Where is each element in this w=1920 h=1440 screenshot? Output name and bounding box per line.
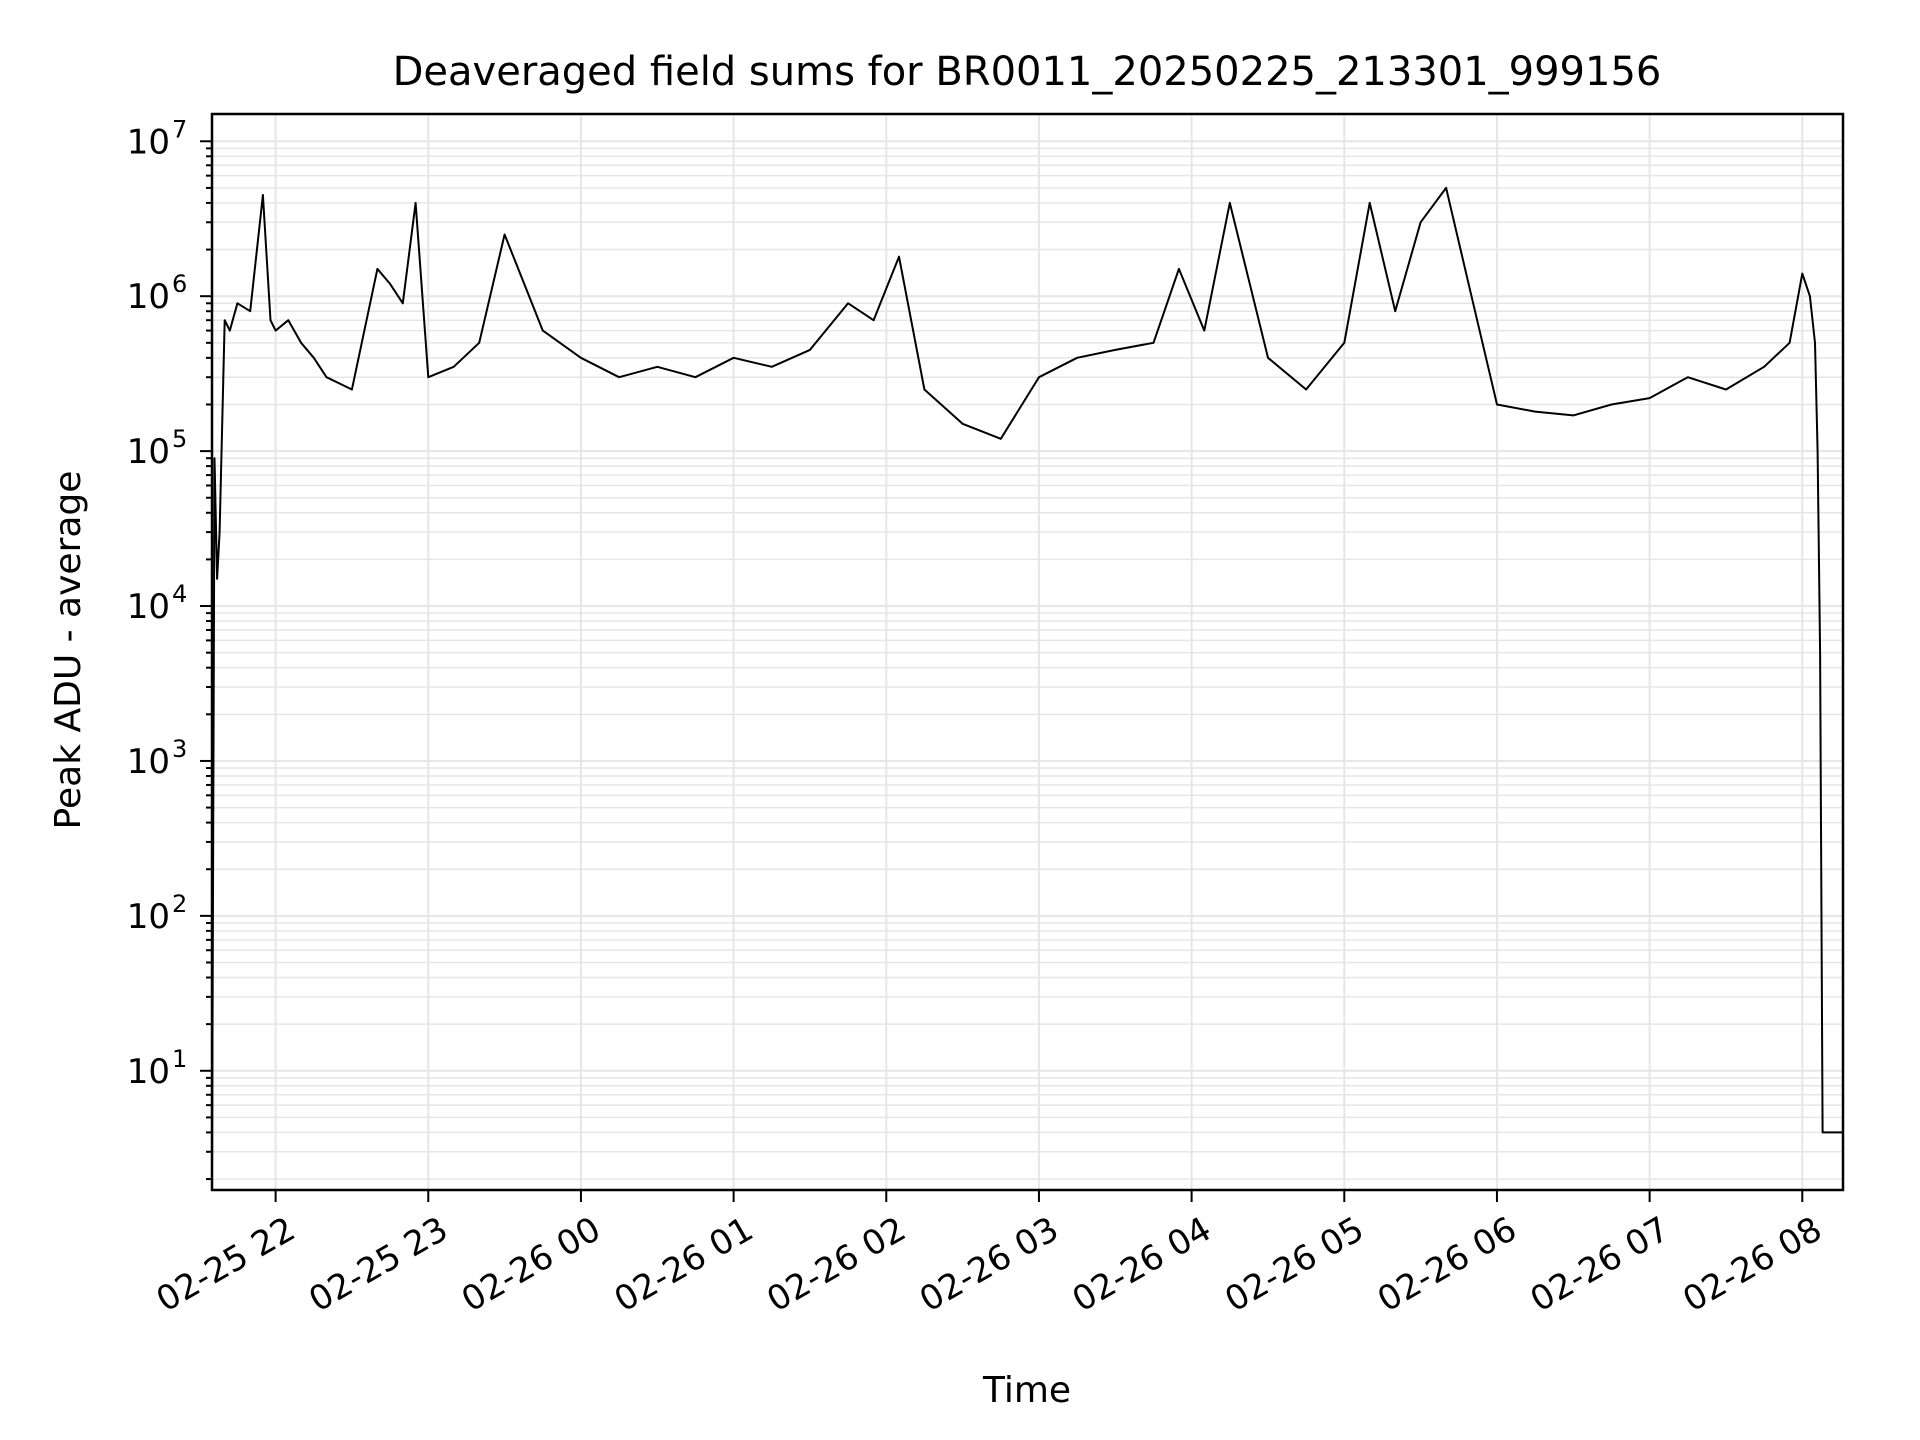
y-tick-label: 10: [127, 897, 170, 937]
data-point: [1821, 1131, 1824, 1134]
series-layer: [211, 186, 1844, 1180]
data-point: [1572, 414, 1575, 417]
chart-title: Deaveraged field sums for BR0011_2025022…: [393, 49, 1662, 95]
y-tick-label: 10: [127, 742, 170, 782]
y-tick-label: 10: [127, 277, 170, 317]
data-point: [580, 357, 582, 359]
data-point: [1763, 366, 1765, 368]
data-point: [452, 366, 455, 368]
data-point: [1470, 295, 1473, 297]
data-point: [1305, 388, 1307, 391]
data-point: [1038, 376, 1040, 378]
data-point: [229, 329, 231, 332]
plot-frame: [210, 112, 1845, 1192]
y-tick-exponent: 5: [172, 425, 187, 453]
data-point: [1809, 295, 1811, 297]
data-point: [1267, 357, 1269, 359]
x-axis-label: Time: [982, 1370, 1071, 1411]
data-point: [287, 319, 290, 321]
data-point: [1801, 272, 1804, 275]
data-point: [300, 342, 302, 344]
data-point: [427, 376, 430, 378]
data-point: [274, 329, 277, 332]
data-point: [1819, 651, 1821, 654]
data-point: [1788, 342, 1791, 344]
y-axis-label: Peak ADU - average: [48, 471, 89, 830]
data-point: [1534, 410, 1536, 413]
data-point: [1816, 450, 1819, 452]
data-point: [732, 357, 735, 359]
data-point: [1368, 202, 1371, 204]
data-point: [223, 319, 226, 321]
data-point: [236, 302, 239, 305]
data-point: [847, 302, 849, 305]
y-tick-label: 10: [127, 432, 170, 472]
data-point: [618, 376, 620, 378]
data-point: [809, 349, 811, 351]
y-tick-exponent: 4: [172, 580, 187, 608]
y-tick-label: 10: [127, 587, 170, 627]
data-point: [1114, 349, 1117, 351]
data-point: [1203, 329, 1206, 332]
data-point: [1419, 221, 1422, 224]
data-point: [503, 233, 506, 236]
y-tick-exponent: 7: [172, 115, 187, 143]
data-point: [262, 194, 264, 196]
data-point: [414, 202, 417, 204]
y-tick-exponent: 1: [172, 1045, 187, 1073]
data-point: [770, 366, 773, 368]
data-point: [249, 310, 251, 313]
data-point: [389, 283, 391, 285]
data-point: [872, 319, 875, 321]
data-point: [1496, 403, 1498, 406]
data-point: [1228, 202, 1231, 204]
y-tick-exponent: 2: [172, 890, 187, 918]
data-point: [1725, 388, 1727, 391]
data-point: [961, 423, 964, 425]
data-point: [213, 457, 216, 460]
data-point: [312, 357, 315, 359]
data-point: [1152, 342, 1155, 344]
data-point: [1076, 357, 1078, 359]
data-point: [541, 329, 544, 332]
data-point: [1648, 397, 1651, 399]
data-point: [1178, 268, 1180, 270]
data-point: [376, 268, 379, 270]
data-point: [1686, 376, 1689, 378]
data-point: [269, 319, 272, 321]
y-tick-label: 10: [127, 122, 170, 162]
data-point: [478, 342, 480, 344]
data-point: [1610, 403, 1613, 406]
data-point: [694, 376, 697, 378]
y-tick-label: 10: [127, 1052, 170, 1092]
y-tick-exponent: 3: [172, 735, 187, 763]
data-point: [1343, 342, 1346, 344]
data-point: [218, 531, 221, 533]
data-point: [1826, 1131, 1829, 1134]
data-point: [1445, 187, 1447, 189]
series-line: [211, 186, 1843, 1180]
data-point: [402, 302, 404, 305]
y-tick-exponent: 6: [172, 270, 187, 298]
data-point: [1394, 310, 1396, 313]
data-point: [1814, 342, 1816, 344]
data-point: [656, 366, 659, 368]
data-point: [351, 388, 353, 391]
data-point: [898, 255, 900, 258]
data-point: [923, 388, 926, 391]
data-point: [999, 438, 1002, 440]
data-point: [216, 577, 218, 580]
data-point: [325, 376, 328, 378]
